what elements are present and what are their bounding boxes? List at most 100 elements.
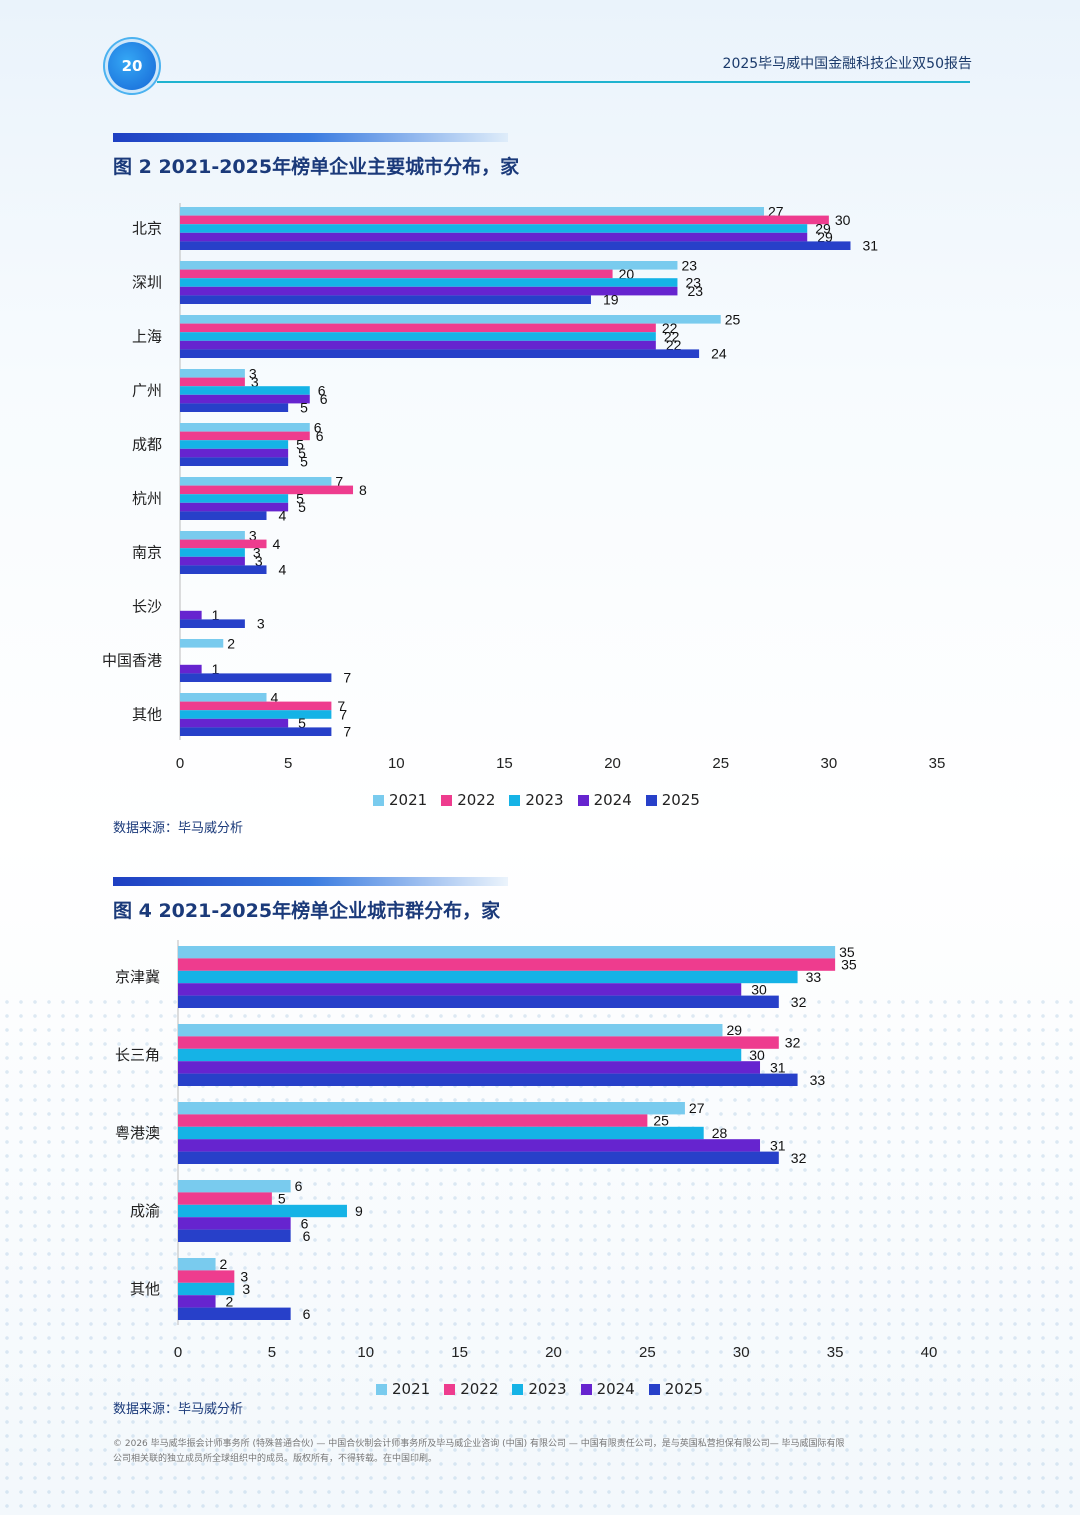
legend-label: 2023 [528, 1380, 567, 1398]
data-label: 35 [841, 957, 857, 973]
figure-2-title: 图 2 2021-2025年榜单企业主要城市分布，家 [113, 156, 520, 178]
bar-2025 [178, 1229, 291, 1242]
data-label: 3 [240, 1269, 248, 1285]
data-label: 3 [249, 527, 257, 543]
x-tick-label: 40 [921, 1344, 938, 1361]
data-label: 4 [279, 562, 287, 578]
data-label: 5 [298, 499, 306, 515]
data-label: 7 [339, 707, 347, 723]
data-label: 2 [227, 635, 235, 651]
x-tick-label: 35 [929, 755, 946, 772]
legend-label: 2022 [457, 791, 496, 809]
bar-2023 [180, 494, 289, 503]
x-tick-label: 10 [357, 1344, 374, 1361]
x-tick-label: 5 [268, 1344, 276, 1361]
data-label: 35 [839, 944, 855, 960]
legend-item-2022: 2022 [441, 791, 495, 809]
bar-2025 [180, 511, 267, 520]
legend-item-2021: 2021 [376, 1380, 430, 1398]
data-label: 32 [791, 1150, 807, 1166]
data-label: 7 [343, 670, 351, 686]
bar-2021 [178, 1180, 291, 1193]
data-label: 4 [273, 536, 281, 552]
bar-2021 [180, 315, 721, 324]
data-label: 22 [662, 320, 678, 336]
bar-2021 [180, 423, 310, 432]
data-label: 19 [603, 292, 619, 308]
bar-2021 [180, 693, 267, 702]
bar-2024 [180, 286, 678, 296]
bar-2024 [178, 983, 742, 996]
data-label: 23 [681, 257, 697, 273]
data-label: 6 [314, 419, 322, 435]
data-label: 6 [303, 1228, 311, 1244]
data-label: 6 [316, 428, 324, 444]
bar-2022 [180, 377, 245, 387]
bar-2023 [178, 1204, 347, 1218]
category-label: 其他 [132, 707, 162, 724]
category-label: 成都 [132, 437, 162, 454]
data-label: 29 [817, 229, 833, 245]
footer-line-1: © 2026 毕马威华振会计师事务所 (特殊普通合伙) — 中国合伙制会计师事务… [113, 1439, 845, 1449]
figure-4-legend: 2021 2022 2023 2024 2025 [376, 1380, 703, 1398]
data-label: 31 [770, 1059, 786, 1075]
data-label: 3 [253, 545, 261, 561]
data-label: 22 [666, 337, 682, 353]
legend-item-2023: 2023 [509, 791, 564, 809]
data-label: 30 [751, 981, 767, 997]
data-label: 33 [806, 969, 822, 985]
data-label: 3 [242, 1281, 250, 1297]
bar-2022 [180, 485, 354, 495]
category-label: 京津冀 [115, 969, 160, 986]
legend-item-2025: 2025 [648, 1380, 703, 1398]
bar-2022 [180, 431, 310, 441]
category-label: 南京 [132, 545, 162, 562]
data-label: 29 [726, 1022, 742, 1038]
bar-2023 [180, 440, 289, 449]
data-label: 3 [257, 616, 265, 632]
data-label: 25 [725, 311, 741, 327]
legend-label: 2024 [593, 791, 632, 809]
bar-2023 [180, 332, 656, 341]
data-label: 31 [862, 238, 878, 254]
bar-2025 [180, 241, 851, 250]
bar-2022 [178, 1114, 648, 1127]
legend-swatch [580, 1383, 592, 1395]
data-label: 27 [689, 1100, 705, 1116]
bar-2021 [178, 1024, 723, 1037]
data-label: 3 [251, 374, 259, 390]
category-label: 深圳 [132, 275, 162, 292]
legend-item-2021: 2021 [373, 791, 427, 809]
bar-2024 [180, 610, 202, 620]
figure-2-legend: 2021 2022 2023 2024 2025 [373, 791, 700, 809]
legend-swatch [444, 1383, 456, 1395]
copyright-footer: © 2026 毕马威华振会计师事务所 (特殊普通合伙) — 中国合伙制会计师事务… [113, 1437, 973, 1467]
bar-2022 [180, 215, 829, 225]
data-label: 27 [768, 203, 784, 219]
bar-2022 [178, 1036, 779, 1049]
legend-item-2022: 2022 [444, 1380, 498, 1398]
data-label: 1 [212, 607, 220, 623]
legend-swatch [577, 794, 589, 806]
bar-2024 [180, 340, 656, 350]
bar-2025 [178, 1307, 291, 1320]
bar-2024 [180, 556, 245, 566]
category-label: 长三角 [115, 1047, 160, 1064]
bar-2023 [178, 970, 798, 984]
legend-label: 2021 [389, 791, 428, 809]
data-label: 6 [295, 1178, 303, 1194]
data-label: 7 [343, 724, 351, 740]
data-label: 32 [791, 994, 807, 1010]
bar-2021 [178, 1258, 216, 1271]
bar-2025 [180, 457, 289, 466]
x-tick-label: 20 [545, 1344, 562, 1361]
bar-2021 [178, 946, 836, 959]
legend-swatch [645, 794, 657, 806]
data-label: 31 [770, 1137, 786, 1153]
legend-item-2024: 2024 [577, 791, 632, 809]
data-label: 25 [653, 1113, 669, 1129]
legend-swatch [648, 1383, 660, 1395]
data-label: 2 [226, 1293, 234, 1309]
category-label: 上海 [132, 329, 162, 346]
